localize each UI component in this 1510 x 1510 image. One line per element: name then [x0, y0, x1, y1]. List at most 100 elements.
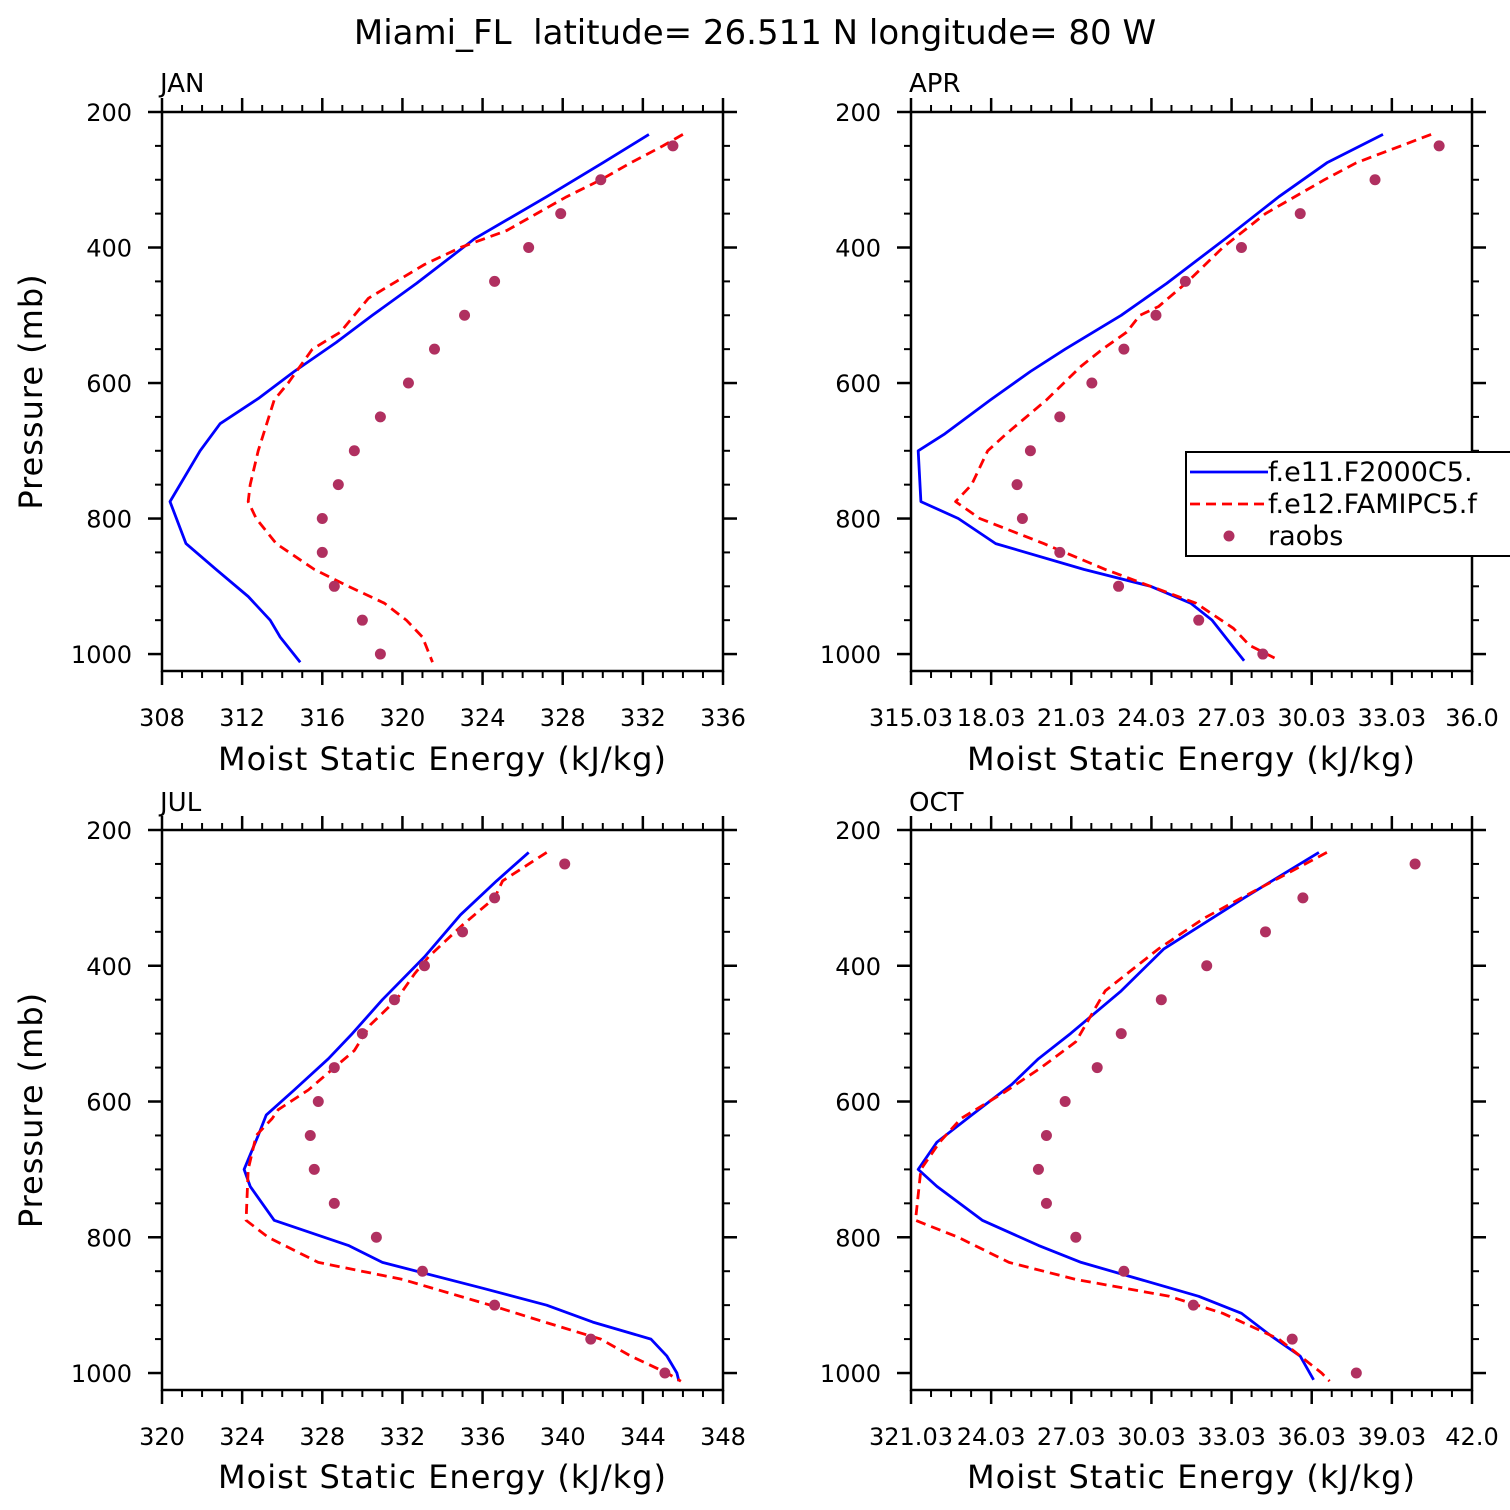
y-tick-label: 800 — [835, 506, 881, 534]
raobs-point — [489, 275, 501, 287]
series-line-1 — [916, 133, 1384, 662]
legend-label: raobs — [1268, 521, 1343, 552]
raobs-point — [370, 1231, 382, 1243]
x-tick-label: 30.03 — [1277, 704, 1346, 732]
raobs-point — [402, 377, 414, 389]
raobs-point — [428, 343, 440, 355]
raobs-point — [667, 140, 679, 152]
x-tick-label: 18.03 — [957, 704, 1026, 732]
raobs-point — [489, 892, 501, 904]
figure-title: Miami_FL latitude= 26.511 N longitude= 8… — [354, 13, 1156, 53]
raobs-point — [1040, 1197, 1052, 1209]
raobs-point — [1369, 174, 1381, 186]
y-tick-label: 200 — [86, 99, 132, 127]
plot-frame — [909, 110, 1474, 673]
raobs-point — [316, 546, 328, 558]
panel-jul: JUL 320 324 328 332 336 340 344 348 200 400 600 800 1… — [12, 788, 746, 1496]
raobs-point — [418, 960, 430, 972]
y-tick-label: 400 — [835, 235, 881, 263]
panel-label: JAN — [158, 69, 204, 99]
raobs-point — [1433, 140, 1445, 152]
x-axis-label: Moist Static Energy (kJ/kg) — [218, 740, 667, 778]
raobs-point — [1193, 614, 1205, 626]
x-tick-label: 321.03 — [869, 1423, 953, 1451]
raobs-point — [585, 1333, 597, 1345]
x-tick-label: 27.03 — [1197, 704, 1266, 732]
raobs-point — [1054, 411, 1066, 423]
plot-area — [916, 133, 1445, 662]
x-tick-label: 33.03 — [1357, 704, 1426, 732]
x-tick-label: 39.03 — [1357, 1423, 1426, 1451]
raobs-point — [1350, 1367, 1362, 1379]
x-tick-label: 320 — [380, 704, 426, 732]
y-tick-label: 600 — [835, 370, 881, 398]
x-tick-label: 30.03 — [1117, 1423, 1186, 1451]
y-tick-label: 600 — [86, 1089, 132, 1117]
x-tick-label: 336 — [700, 704, 746, 732]
series-line-2 — [954, 133, 1432, 661]
y-tick-label: 800 — [835, 1224, 881, 1252]
raobs-point — [1297, 892, 1309, 904]
raobs-point — [1150, 309, 1162, 321]
raobs-point — [659, 1367, 671, 1379]
panel-jan: JAN 308 312 316 320 324 328 332 336 200 400 600 800 1… — [12, 69, 746, 778]
legend-label: f.e12.FAMIPC5.f — [1268, 489, 1478, 520]
x-tick-label: 36.03 — [1277, 1423, 1346, 1451]
raobs-point — [1235, 242, 1247, 254]
x-axis-label: Moist Static Energy (kJ/kg) — [967, 1458, 1416, 1496]
raobs-point — [1286, 1333, 1298, 1345]
x-axis-label: Moist Static Energy (kJ/kg) — [967, 740, 1416, 778]
x-tick-label: 24.03 — [957, 1423, 1026, 1451]
raobs-point — [1070, 1231, 1082, 1243]
raobs-point — [1257, 648, 1269, 660]
raobs-point — [1179, 275, 1191, 287]
plot-frame — [160, 110, 725, 673]
y-tick-label: 800 — [86, 506, 132, 534]
raobs-point — [356, 614, 368, 626]
y-tick-label: 800 — [86, 1224, 132, 1252]
y-tick-label: 600 — [835, 1089, 881, 1117]
raobs-point — [416, 1265, 428, 1277]
series-line-2 — [244, 851, 682, 1383]
raobs-point — [1086, 377, 1098, 389]
x-tick-label: 332 — [380, 1423, 426, 1451]
raobs-point — [1040, 1129, 1052, 1141]
x-tick-label: 33.03 — [1197, 1423, 1266, 1451]
series-line-2 — [914, 851, 1331, 1383]
x-tick-label: 312 — [219, 704, 265, 732]
x-tick-label: 315.03 — [869, 704, 953, 732]
series-line-1 — [916, 851, 1320, 1381]
panel-oct: OCT 321.03 24.03 27.03 30.03 33.03 36.03 39.03 4… — [820, 788, 1499, 1496]
y-tick-label: 200 — [86, 817, 132, 845]
y-tick-label: 200 — [835, 817, 881, 845]
x-tick-label: 336 — [460, 1423, 506, 1451]
raobs-point — [1113, 580, 1125, 592]
raobs-point — [595, 174, 607, 186]
x-tick-label: 21.03 — [1037, 704, 1106, 732]
x-tick-label: 42.0 — [1445, 1423, 1498, 1451]
x-tick-label: 328 — [540, 704, 586, 732]
x-tick-label: 332 — [620, 704, 666, 732]
x-tick-label: 348 — [700, 1423, 746, 1451]
raobs-point — [332, 479, 344, 491]
raobs-point — [1187, 1299, 1199, 1311]
y-tick-label: 200 — [835, 99, 881, 127]
y-axis-label: Pressure (mb) — [12, 992, 50, 1228]
raobs-point — [1118, 343, 1130, 355]
x-axis-label: Moist Static Energy (kJ/kg) — [218, 1458, 667, 1496]
x-tick-label: 324 — [219, 1423, 265, 1451]
raobs-point — [1059, 1096, 1071, 1108]
legend-label: f.e11.F2000C5. — [1268, 457, 1473, 488]
y-tick-label: 1000 — [71, 1360, 132, 1388]
y-tick-label: 400 — [835, 953, 881, 981]
raobs-point — [304, 1129, 316, 1141]
y-tick-label: 1000 — [71, 641, 132, 669]
raobs-point — [1259, 926, 1271, 938]
raobs-point — [559, 858, 571, 870]
raobs-point — [308, 1163, 320, 1175]
raobs-point — [316, 513, 328, 525]
raobs-point — [374, 648, 386, 660]
raobs-point — [555, 208, 567, 220]
